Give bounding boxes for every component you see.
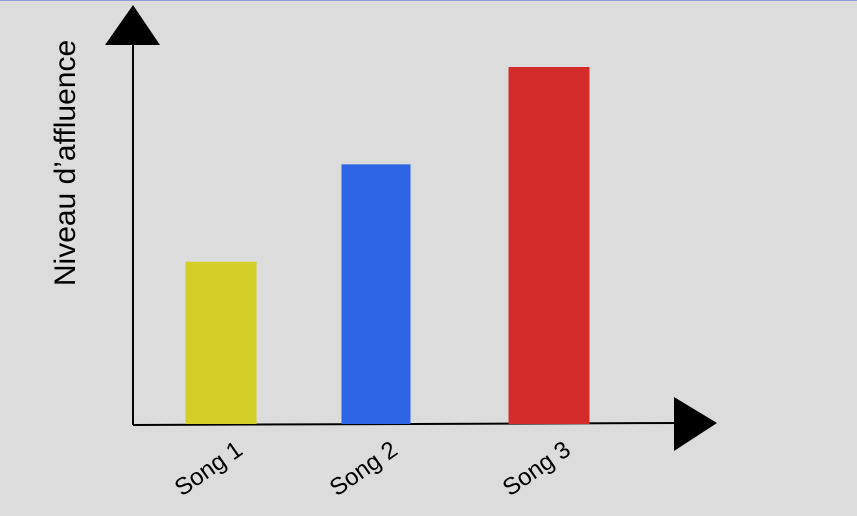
x-tick-label-2: Song 2 — [325, 436, 403, 502]
bar-2 — [341, 164, 411, 424]
x-axis-arrowhead — [674, 397, 717, 451]
x-tick-label-1: Song 1 — [170, 436, 248, 502]
bar-1 — [185, 261, 257, 424]
y-axis-arrowhead — [105, 5, 160, 45]
bar-3 — [508, 67, 590, 424]
bars-group — [185, 67, 590, 424]
y-axis-title: Niveau d’affluence — [49, 40, 82, 286]
x-tick-labels: Song 1 Song 2 Song 3 — [170, 436, 576, 502]
x-tick-label-3: Song 3 — [498, 436, 576, 502]
